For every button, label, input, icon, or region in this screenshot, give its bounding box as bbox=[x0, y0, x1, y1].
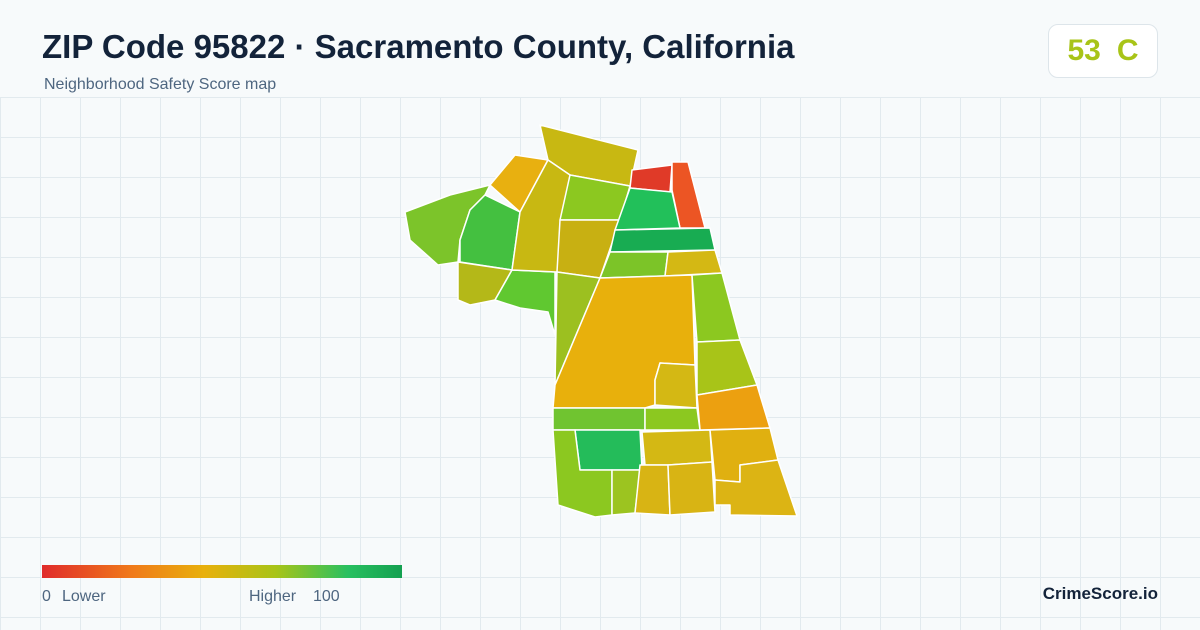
area bbox=[667, 461, 716, 516]
area bbox=[609, 227, 716, 253]
area bbox=[664, 249, 723, 277]
legend-gradient bbox=[42, 565, 402, 578]
area bbox=[574, 429, 643, 471]
area bbox=[599, 251, 669, 279]
score-value: 53 bbox=[1067, 34, 1101, 67]
brand: CrimeScore.io bbox=[1042, 584, 1158, 603]
subtitle: Neighborhood Safety Score map bbox=[44, 76, 277, 93]
area bbox=[457, 261, 513, 306]
area bbox=[644, 407, 701, 431]
area bbox=[654, 362, 698, 409]
area bbox=[714, 459, 798, 517]
area bbox=[552, 407, 646, 431]
legend-max-label: Higher bbox=[249, 588, 297, 605]
legend-max: 100 bbox=[313, 588, 340, 605]
legend-min-label: Lower bbox=[62, 588, 106, 605]
area bbox=[634, 464, 671, 516]
score-badge: 53 C bbox=[1048, 24, 1158, 78]
title: ZIP Code 95822 · Sacramento County, Cali… bbox=[42, 28, 795, 65]
area bbox=[511, 159, 571, 273]
legend-min: 0 bbox=[42, 588, 51, 605]
area bbox=[691, 272, 741, 343]
area bbox=[641, 429, 713, 466]
score-grade: C bbox=[1116, 34, 1139, 67]
